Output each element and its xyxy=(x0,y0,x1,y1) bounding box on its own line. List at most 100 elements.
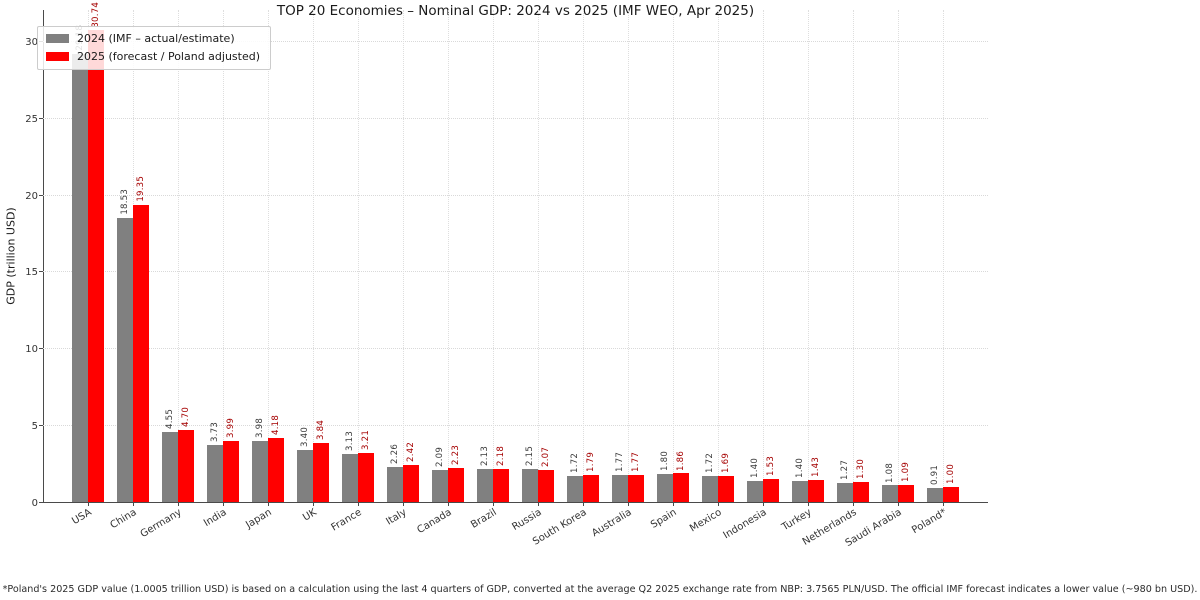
bar-value-label: 3.84 xyxy=(315,420,326,441)
bar-2024-uk xyxy=(297,449,313,502)
bar-value-label: 3.99 xyxy=(225,417,236,438)
gridline-vertical xyxy=(672,10,674,502)
legend-label-2024: 2024 (IMF – actual/estimate) xyxy=(77,32,235,45)
x-tick-mark xyxy=(942,502,944,506)
bar-value-label: 1.53 xyxy=(765,455,776,476)
bar-2024-china xyxy=(117,217,133,502)
x-tick-mark xyxy=(447,502,449,506)
bar-value-label: 2.26 xyxy=(389,444,400,465)
legend-item-2024: 2024 (IMF – actual/estimate) xyxy=(46,32,260,45)
gridline-vertical xyxy=(492,10,494,502)
y-tick-label: 20 xyxy=(25,190,38,202)
legend-label-2025: 2025 (forecast / Poland adjusted) xyxy=(77,50,261,63)
gridline-vertical xyxy=(537,10,539,502)
x-tick-mark xyxy=(267,502,269,506)
x-tick-mark xyxy=(672,502,674,506)
bar-2025-japan xyxy=(268,437,284,502)
y-tick-label: 10 xyxy=(25,344,38,355)
legend: 2024 (IMF – actual/estimate) 2025 (forec… xyxy=(37,26,272,70)
bar-2025-netherlands xyxy=(853,482,869,502)
gridline-vertical xyxy=(762,10,764,502)
gridline-vertical xyxy=(222,10,224,502)
chart-footnote: *Poland's 2025 GDP value (1.0005 trillio… xyxy=(2,584,1198,595)
gridline-vertical xyxy=(852,10,854,502)
bar-value-label: 3.73 xyxy=(209,421,220,442)
bar-2024-canada xyxy=(432,469,448,502)
bar-value-label: 1.79 xyxy=(585,451,596,472)
x-tick-mark xyxy=(492,502,494,506)
bar-value-label: 19.35 xyxy=(135,176,146,202)
gridline-vertical xyxy=(357,10,359,502)
bar-2024-japan xyxy=(252,440,268,502)
bar-value-label: 2.15 xyxy=(524,446,535,466)
bar-2024-indonesia xyxy=(747,480,763,502)
x-tick-mark xyxy=(537,502,539,506)
bar-2025-india xyxy=(223,440,239,502)
bar-value-label: 1.27 xyxy=(839,459,850,480)
bar-value-label: 1.77 xyxy=(630,451,641,472)
bar-value-label: 1.72 xyxy=(704,452,715,473)
y-tick-label: 25 xyxy=(25,113,38,125)
bar-2025-poland- xyxy=(943,486,959,502)
bar-value-label: 3.40 xyxy=(299,426,310,447)
legend-swatch-2024 xyxy=(46,34,69,43)
gridline-vertical xyxy=(717,10,719,502)
x-tick-mark xyxy=(402,502,404,506)
bar-2025-china xyxy=(133,204,149,502)
bar-value-label: 4.70 xyxy=(180,406,191,427)
x-tick-mark xyxy=(852,502,854,506)
x-tick-mark xyxy=(717,502,719,506)
bar-value-label: 3.21 xyxy=(360,429,371,450)
gridline-horizontal xyxy=(43,424,988,426)
x-tick-mark xyxy=(627,502,629,506)
y-axis-line xyxy=(43,10,44,502)
y-tick-mark xyxy=(39,271,43,273)
bar-2024-russia xyxy=(522,469,538,502)
y-tick-mark xyxy=(39,194,43,196)
bar-value-label: 1.86 xyxy=(675,450,686,471)
x-tick-mark xyxy=(807,502,809,506)
bar-2025-germany xyxy=(178,429,194,502)
bar-value-label: 30.74 xyxy=(90,1,101,28)
bar-value-label: 1.30 xyxy=(855,459,866,480)
gridline-vertical xyxy=(267,10,269,502)
x-tick-mark xyxy=(177,502,179,506)
bar-2024-netherlands xyxy=(837,482,853,502)
bar-2025-canada xyxy=(448,467,464,502)
bar-2025-indonesia xyxy=(763,478,779,502)
gridline-horizontal xyxy=(43,117,988,119)
gridline-vertical xyxy=(942,10,944,502)
bar-value-label: 1.00 xyxy=(945,463,956,484)
bar-2025-usa xyxy=(88,30,104,502)
bar-2024-australia xyxy=(612,474,628,502)
bar-value-label: 4.55 xyxy=(164,409,175,430)
y-tick-mark xyxy=(39,424,43,426)
gridline-vertical xyxy=(312,10,314,502)
x-tick-mark xyxy=(357,502,359,506)
bar-2025-italy xyxy=(403,464,419,502)
x-tick-mark xyxy=(762,502,764,506)
bar-2025-mexico xyxy=(718,476,734,502)
gridline-horizontal xyxy=(43,41,988,42)
gridline-vertical xyxy=(627,10,629,502)
x-tick-mark xyxy=(312,502,314,506)
bar-value-label: 1.72 xyxy=(569,452,580,473)
x-tick-mark xyxy=(897,502,899,506)
bar-value-label: 2.07 xyxy=(540,447,551,468)
x-tick-mark xyxy=(582,502,584,506)
bar-value-label: 2.23 xyxy=(450,444,461,465)
y-tick-label: 15 xyxy=(25,267,38,279)
bar-2025-russia xyxy=(538,470,554,502)
bar-2024-usa xyxy=(72,54,88,502)
y-tick-mark xyxy=(39,501,43,503)
legend-item-2025: 2025 (forecast / Poland adjusted) xyxy=(46,50,260,63)
bar-value-label: 2.18 xyxy=(495,445,506,466)
bar-2024-germany xyxy=(162,432,178,502)
bar-value-label: 18.53 xyxy=(119,188,130,215)
bar-2024-india xyxy=(207,444,223,502)
gridline-vertical xyxy=(582,10,584,502)
x-axis-line xyxy=(43,501,988,503)
chart-title: TOP 20 Economies – Nominal GDP: 2024 vs … xyxy=(276,3,755,19)
gridline-horizontal xyxy=(43,194,988,196)
